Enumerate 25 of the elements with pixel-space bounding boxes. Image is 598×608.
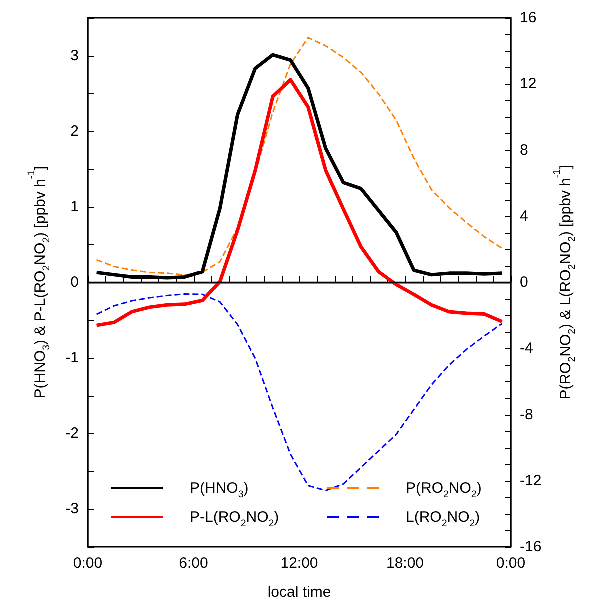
x-tick-label: 0:00: [496, 555, 526, 572]
x-axis-title: local time: [268, 584, 332, 601]
text: P(HNO3) & P-L(RO2NO2) [ppbv h-1]: [26, 166, 52, 399]
line-series: [95, 78, 504, 328]
text: P(RO2NO2) & L(RO2NO2) [ppbv h-1]: [552, 165, 578, 400]
x-tick-label: 18:00: [386, 555, 424, 572]
y-tick-label: 1: [70, 198, 79, 216]
y2-tick-label: -4: [520, 340, 534, 358]
x-tick-label: 0:00: [73, 555, 103, 572]
y-tick-label: 3: [70, 47, 79, 64]
x-tick-label: 12:00: [280, 555, 318, 572]
x-tick-label: 6:00: [179, 555, 208, 572]
y2-tick-label: 12: [520, 76, 537, 93]
y-tick-label: -3: [66, 500, 79, 518]
y-tick-label: -1: [66, 350, 79, 367]
y2-tick-label: 16: [520, 10, 537, 26]
y2-tick-label: 0: [520, 274, 528, 291]
y2-tick-label: -16: [520, 538, 542, 556]
y2-tick-label: -8: [520, 406, 534, 424]
y2-tick-label: -12: [520, 472, 542, 490]
y2-tick-label: 8: [520, 142, 528, 159]
y2-tick-label: 4: [520, 208, 528, 225]
y-tick-label: -2: [66, 425, 79, 442]
y-tick-label: 0: [70, 274, 79, 291]
y-tick-label: 2: [70, 122, 79, 140]
